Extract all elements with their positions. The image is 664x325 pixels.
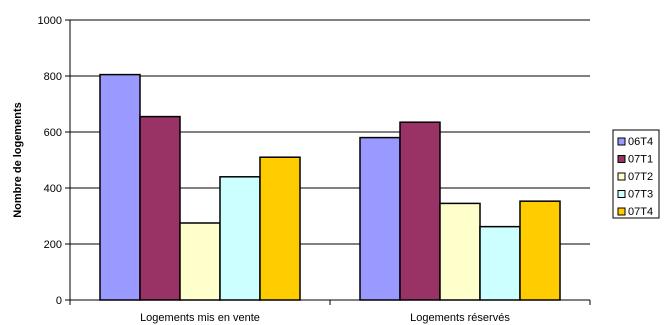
x-categories: Logements mis en vente Logements réservés [69,300,591,324]
legend-swatch-07T2 [617,172,626,181]
bar-07T4-0 [259,156,301,301]
y-tick-label: 0 [56,295,62,307]
legend-label-07T2: 07T2 [628,171,653,183]
legend-label-07T3: 07T3 [628,189,653,201]
bar-07T3-0 [219,176,261,301]
x-category-label: Logements mis en vente [140,312,260,324]
y-tick-label: 400 [44,183,62,195]
y-tick-label: 1000 [38,15,62,27]
legend-swatch-07T4 [617,207,626,216]
legend-swatch-07T3 [617,190,626,198]
bars [99,73,561,301]
legend-label-06T4: 06T4 [628,136,653,148]
bar-06T4-0 [99,73,141,301]
y-ticks: 0 200 400 600 800 1000 [38,15,70,307]
bar-07T4-1 [519,200,561,301]
bar-07T1-1 [399,121,441,301]
legend-label-07T1: 07T1 [628,154,653,166]
bar-06T4-1 [359,136,401,301]
y-tick-label: 800 [44,71,62,83]
bar-07T3-1 [479,225,521,301]
bar-07T2-1 [439,202,481,301]
legend-swatch-06T4 [617,137,626,146]
bar-07T1-0 [139,115,181,301]
legend-label-07T4: 07T4 [628,206,653,218]
y-axis-label: Nombre de logements [12,102,24,218]
y-tick-label: 200 [44,239,62,251]
y-tick-label: 600 [44,127,62,139]
legend: 06T4 07T1 07T2 07T3 07T4 [612,129,660,219]
x-category-label: Logements réservés [410,312,510,324]
legend-swatch-07T1 [617,155,626,163]
bar-07T2-0 [179,222,221,301]
